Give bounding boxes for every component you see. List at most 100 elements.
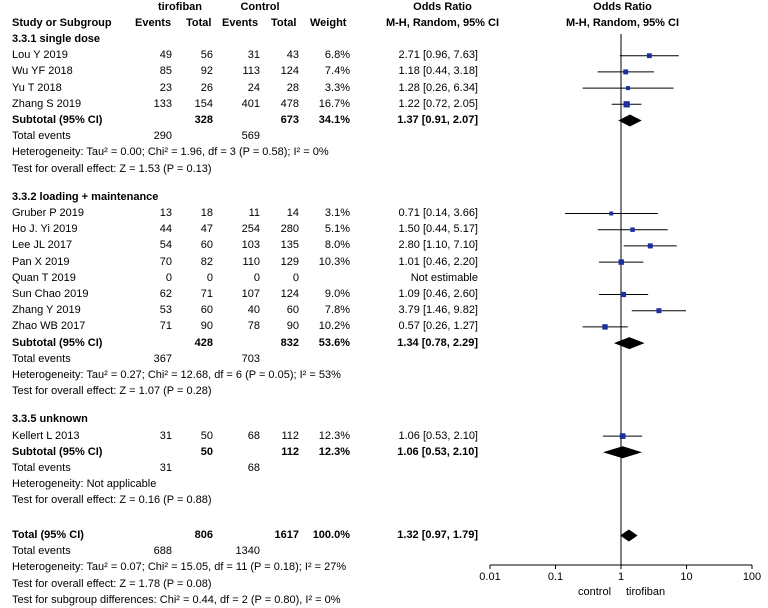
study-weight: 9.0%	[324, 288, 350, 300]
subgroup-title: 3.3.1 single dose	[12, 33, 101, 45]
grand-total1: 806	[194, 529, 213, 541]
total-events1: 31	[159, 462, 172, 474]
study-weight: 6.8%	[324, 49, 350, 62]
heterogeneity-text: Heterogeneity: Tau² = 0.00; Chi² = 1.96,…	[12, 146, 329, 159]
x-tick-label: 100	[742, 571, 762, 583]
study-events2: 78	[247, 320, 260, 333]
study-name: Quan T 2019	[12, 271, 76, 284]
study-name: Gruber P 2019	[12, 207, 84, 219]
study-or-ci: 1.06 [0.53, 2.10]	[398, 429, 478, 442]
total2-header: Total	[271, 17, 297, 29]
study-total2: 124	[280, 65, 299, 78]
study-or-ci: 1.09 [0.46, 2.60]	[398, 288, 478, 300]
study-total1: 60	[200, 239, 213, 252]
study-name: Pan X 2019	[12, 255, 70, 268]
plot-title: Odds Ratio	[593, 1, 652, 13]
study-or-ci: 3.79 [1.46, 9.82]	[398, 304, 478, 317]
study-marker	[623, 101, 630, 108]
total-events2: 703	[241, 352, 260, 365]
study-or-ci: 0.57 [0.26, 1.27]	[398, 320, 478, 333]
study-or-ci: 0.71 [0.14, 3.66]	[398, 207, 478, 219]
subgroup-differences-text: Test for subgroup differences: Chi² = 0.…	[12, 593, 341, 606]
x-tick-label: 1	[617, 571, 625, 583]
study-events2: 110	[242, 255, 260, 268]
study-total1: 71	[200, 288, 213, 300]
study-weight: 12.3%	[318, 429, 350, 442]
subtotal-or-ci: 1.37 [0.91, 2.07]	[397, 114, 478, 126]
subtotal-total2: 112	[281, 445, 299, 458]
favours-right-label: tirofiban	[626, 586, 666, 598]
study-or-ci: 2.80 [1.10, 7.10]	[398, 239, 478, 252]
subtotal-total1: 328	[194, 114, 213, 126]
total-events2: 68	[247, 462, 260, 474]
study-events2: 254	[241, 223, 260, 236]
study-total2: 112	[281, 429, 299, 442]
study-name: Kellert L 2013	[12, 429, 80, 442]
subtotal-label: Subtotal (95% CI)	[12, 445, 103, 458]
events1-header: Events	[135, 17, 172, 29]
group1-header: tirofiban	[158, 1, 202, 13]
study-events2: 401	[241, 97, 260, 110]
study-weight: 10.2%	[318, 320, 350, 333]
study-marker	[656, 308, 662, 314]
grand-overall-effect-text: Test for overall effect: Z = 1.78 (P = 0…	[12, 577, 212, 590]
study-events2: 40	[247, 304, 260, 317]
study-total2: 280	[280, 223, 299, 236]
study-events2: 68	[247, 429, 260, 442]
study-weight: 10.3%	[318, 255, 350, 268]
study-total1: 47	[200, 223, 213, 236]
subtotal-total2: 832	[280, 336, 299, 349]
study-or-ci: Not estimable	[410, 271, 478, 284]
pooled-diamond	[613, 337, 645, 350]
study-or-ci: 1.18 [0.44, 3.18]	[398, 65, 478, 78]
grand-events2: 1340	[235, 545, 260, 558]
pooled-diamond	[620, 529, 638, 542]
study-weight: 3.3%	[324, 81, 350, 94]
study-name: Lee JL 2017	[12, 239, 73, 252]
study-total1: 56	[200, 49, 213, 62]
study-events2: 24	[247, 81, 260, 94]
heterogeneity-text: Heterogeneity: Tau² = 0.27; Chi² = 12.68…	[12, 369, 341, 381]
study-events1: 49	[159, 49, 172, 62]
study-name: Zhang S 2019	[12, 97, 82, 110]
study-total1: 90	[200, 320, 213, 333]
study-name: Wu YF 2018	[12, 65, 73, 78]
study-marker	[620, 291, 627, 298]
study-total1: 18	[200, 207, 213, 219]
study-name: Zhao WB 2017	[12, 320, 86, 333]
study-total2: 0	[292, 271, 299, 284]
study-marker	[647, 243, 653, 249]
study-total1: 60	[200, 304, 213, 317]
study-weight: 8.0%	[324, 239, 350, 252]
subtotal-total2: 673	[280, 114, 299, 126]
heterogeneity-text: Heterogeneity: Not applicable	[12, 478, 157, 491]
weight-header: Weight	[310, 17, 347, 29]
x-tick-label: 0.01	[479, 571, 501, 583]
study-events1: 70	[159, 255, 172, 268]
overall-effect-text: Test for overall effect: Z = 0.16 (P = 0…	[12, 494, 212, 507]
study-name: Sun Chao 2019	[12, 288, 89, 300]
study-name: Zhang Y 2019	[12, 304, 81, 317]
study-events2: 107	[241, 288, 260, 300]
study-weight: 5.1%	[324, 223, 350, 236]
overall-effect-text: Test for overall effect: Z = 1.53 (P = 0…	[12, 162, 212, 175]
subtotal-or-ci: 1.06 [0.53, 2.10]	[397, 445, 478, 458]
study-or-ci: 1.01 [0.46, 2.20]	[398, 255, 478, 268]
grand-events1: 688	[153, 545, 172, 558]
study-total1: 154	[194, 97, 213, 110]
subtotal-weight: 34.1%	[318, 114, 350, 126]
plot-method: M-H, Random, 95% CI	[565, 17, 680, 29]
total1-header: Total	[186, 17, 212, 29]
study-marker	[646, 53, 652, 59]
study-events1: 53	[159, 304, 172, 317]
total-events-label: Total events	[12, 462, 71, 474]
study-weight: 7.4%	[324, 65, 350, 78]
study-total1: 82	[200, 255, 213, 268]
study-or-ci: 1.28 [0.26, 6.34]	[398, 81, 478, 94]
study-marker	[619, 433, 626, 439]
study-total2: 129	[280, 255, 299, 268]
study-events1: 71	[159, 320, 172, 333]
study-events1: 44	[159, 223, 172, 236]
total-events2: 569	[241, 130, 260, 143]
